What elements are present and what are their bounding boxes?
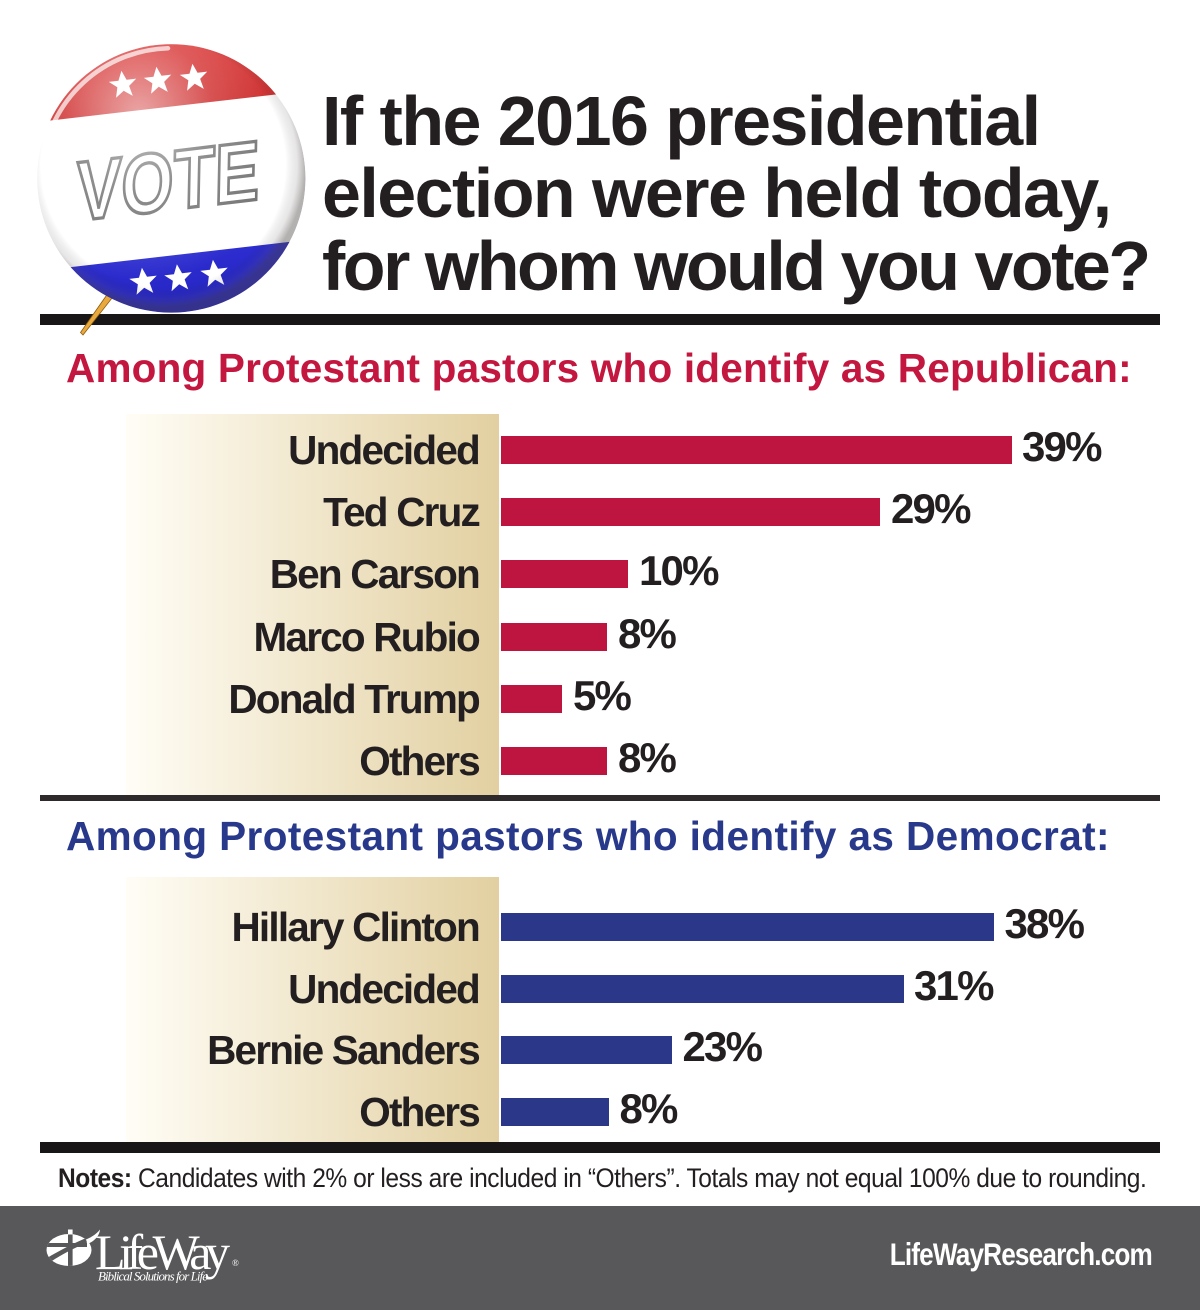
svg-text:Biblical Solutions for Life: Biblical Solutions for Life	[98, 1269, 208, 1284]
svg-text:LifeWay: LifeWay	[95, 1224, 230, 1280]
svg-text:®: ®	[232, 1258, 239, 1268]
